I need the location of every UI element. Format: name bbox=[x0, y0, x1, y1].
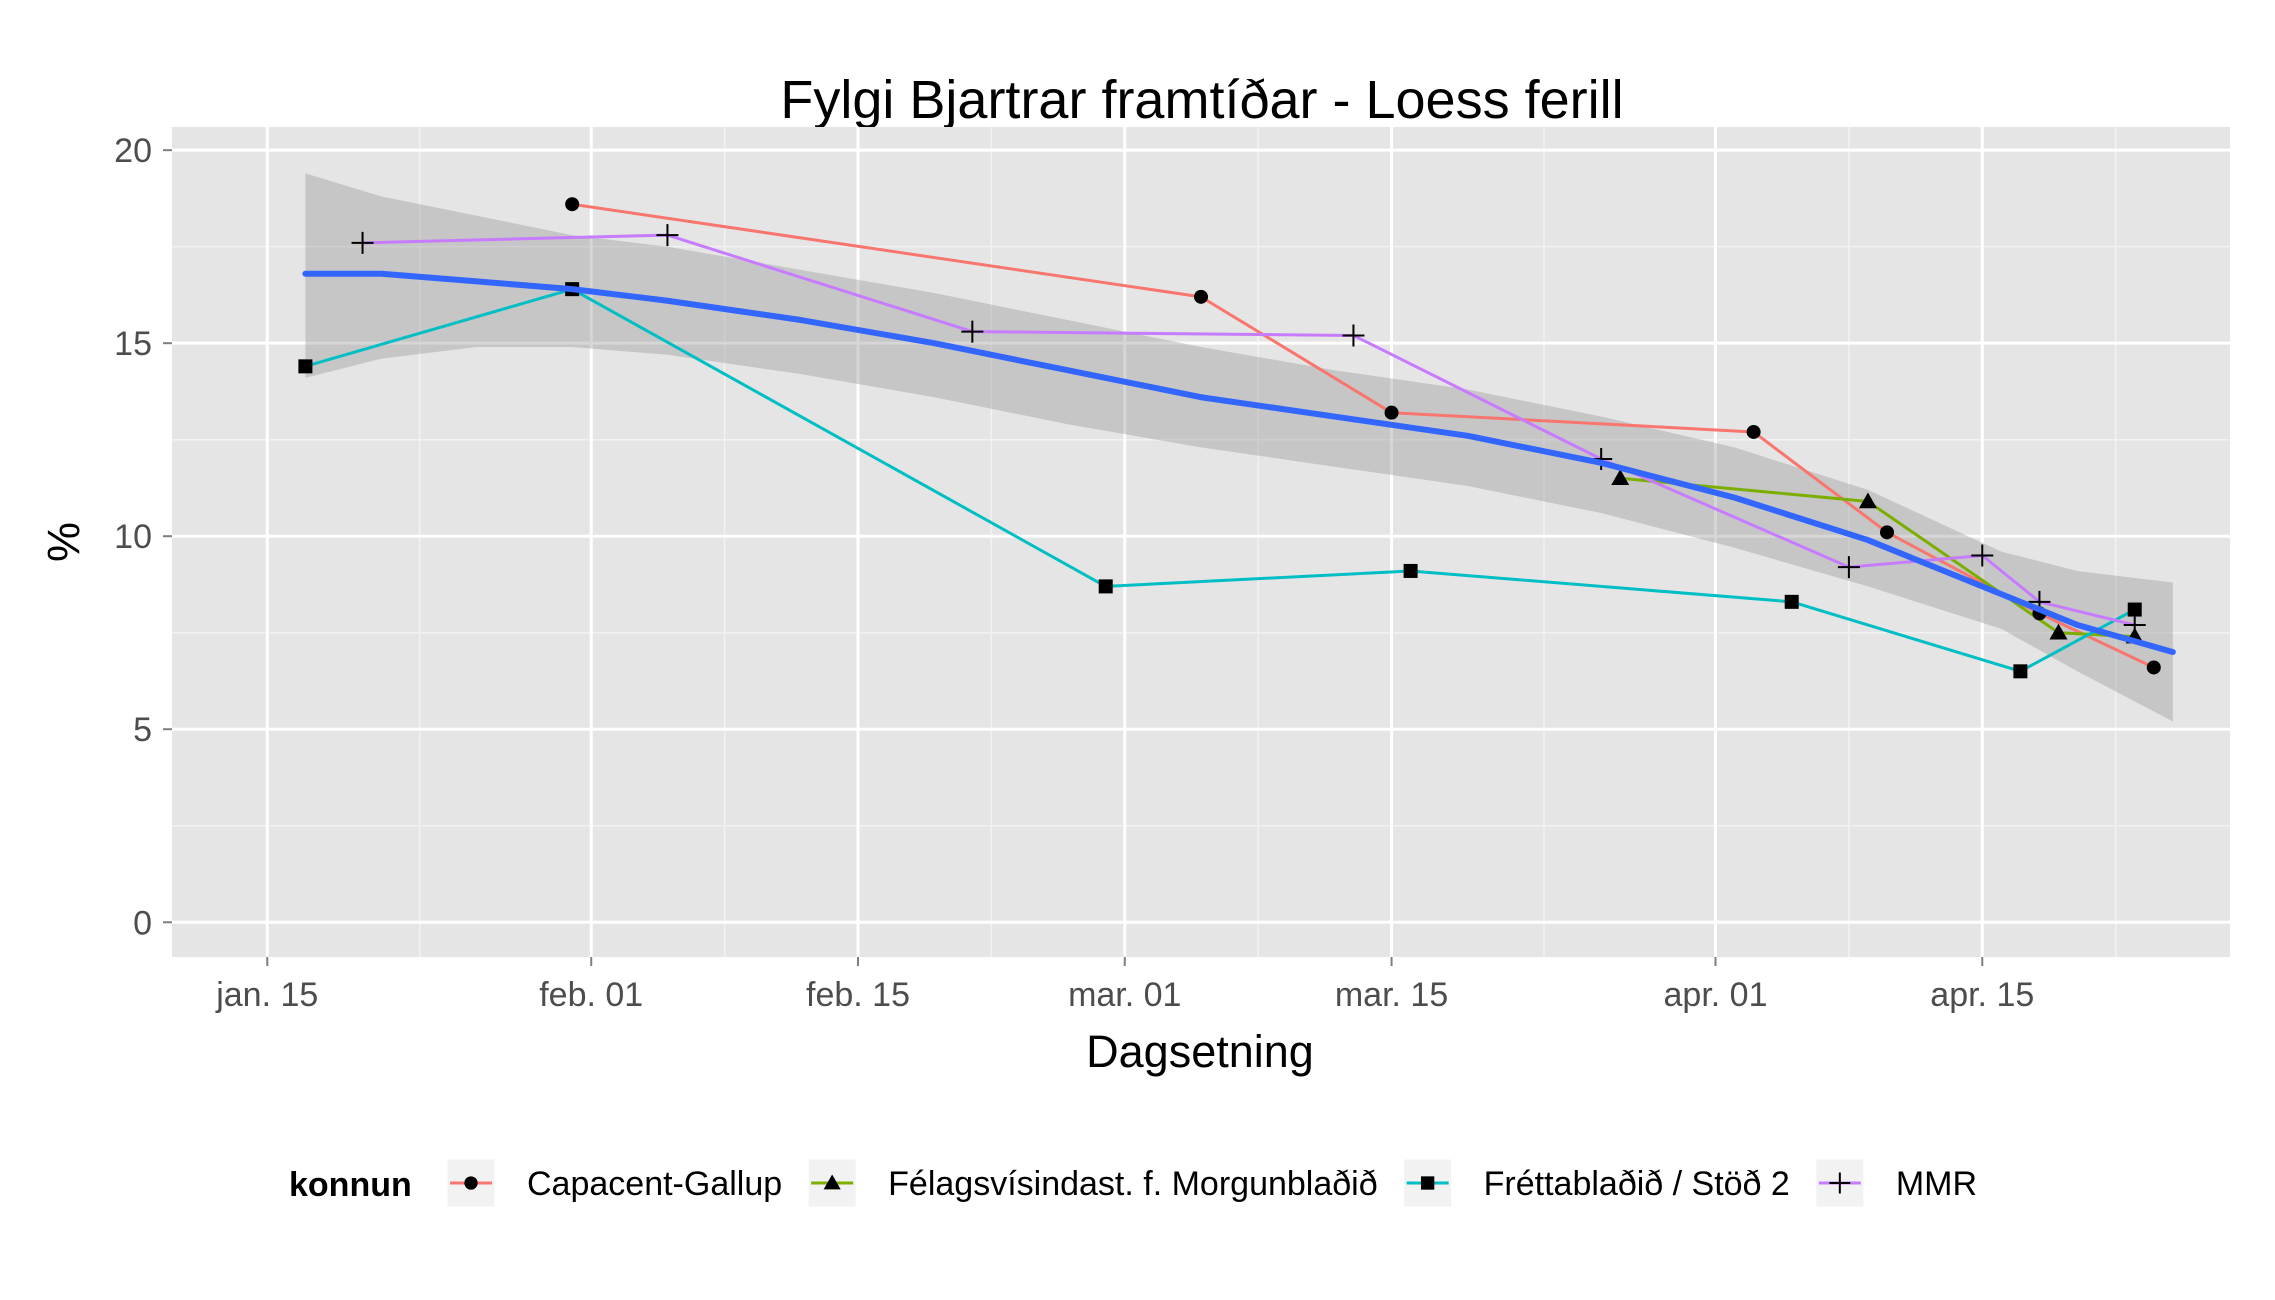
loess-confidence-band bbox=[305, 173, 2173, 722]
series-3-point bbox=[2127, 602, 2142, 617]
series-4-point bbox=[656, 224, 679, 247]
series-1-point bbox=[565, 197, 580, 212]
x-tick-label: apr. 15 bbox=[1930, 976, 2034, 1014]
series-1-point bbox=[1384, 405, 1399, 420]
series-3-point bbox=[2013, 664, 2028, 679]
series-4-point bbox=[351, 231, 374, 254]
x-tick-label: jan. 15 bbox=[215, 976, 318, 1014]
series-2-point bbox=[2049, 623, 2068, 640]
plot-panel bbox=[172, 127, 2230, 957]
x-tick-label: mar. 01 bbox=[1068, 976, 1181, 1014]
series-4-point bbox=[961, 320, 984, 343]
legend-key-marker-4 bbox=[1829, 1172, 1851, 1194]
legend-label-4: MMR bbox=[1896, 1165, 1977, 1203]
y-tick-label: 20 bbox=[114, 132, 152, 170]
y-axis: 0 5 10 15 20 bbox=[114, 132, 172, 942]
x-axis: jan. 15 feb. 01 feb. 15 mar. 01 mar. 15 apr. … bbox=[215, 957, 2034, 1014]
series-2-point bbox=[1611, 469, 1630, 486]
loess-line bbox=[302, 270, 2176, 656]
y-tick-label: 15 bbox=[114, 325, 152, 363]
y-axis-title: % bbox=[38, 522, 89, 562]
series-2-point bbox=[1858, 492, 1877, 509]
chart-title: Fylgi Bjartrar framtíðar - Loess ferill bbox=[780, 70, 1623, 130]
series-3-point bbox=[1784, 594, 1799, 609]
x-axis-title: Dagsetning bbox=[1086, 1026, 1314, 1077]
y-tick-label: 10 bbox=[114, 518, 152, 556]
smooth-line bbox=[302, 270, 2176, 656]
legend-label-2: Félagsvísindast. f. Morgunblaðið bbox=[888, 1165, 1377, 1203]
series-4-point bbox=[2123, 614, 2146, 636]
series-line-2 bbox=[1620, 476, 2135, 639]
confidence-band bbox=[305, 173, 2173, 722]
series-3-point bbox=[1098, 579, 1113, 594]
x-tick-label: apr. 01 bbox=[1664, 976, 1768, 1014]
legend-key-marker-3 bbox=[1420, 1176, 1435, 1190]
series-4-point bbox=[1971, 544, 1994, 567]
grid-major bbox=[172, 127, 2230, 957]
series-1-point bbox=[1746, 424, 1761, 439]
legend-key-marker-2 bbox=[823, 1174, 841, 1190]
x-tick-label: feb. 01 bbox=[539, 976, 643, 1014]
series-4-point bbox=[1837, 556, 1860, 579]
legend-title: konnun bbox=[289, 1166, 412, 1204]
grid-minor bbox=[172, 127, 2230, 957]
series-3-point bbox=[1403, 563, 1418, 578]
legend-label-1: Capacent-Gallup bbox=[527, 1165, 782, 1203]
x-tick-label: mar. 15 bbox=[1335, 976, 1448, 1014]
series-4-point bbox=[1342, 324, 1365, 347]
y-tick-label: 0 bbox=[133, 904, 152, 942]
legend-key-marker-1 bbox=[464, 1176, 478, 1190]
legend-items: Capacent-Gallup Félagsvísindast. f. Morgu… bbox=[446, 1158, 1977, 1208]
legend: konnun Capacent-Gallup Félagsvísindast. f… bbox=[289, 1158, 1977, 1208]
series-1-point bbox=[2146, 660, 2161, 675]
x-tick-label: feb. 15 bbox=[806, 976, 910, 1014]
series-markers bbox=[298, 197, 2161, 679]
series-1-point bbox=[1194, 289, 1208, 304]
series-3-point bbox=[298, 359, 313, 374]
legend-label-3: Fréttablaðið / Stöð 2 bbox=[1484, 1165, 1790, 1203]
y-tick-label: 5 bbox=[133, 711, 152, 749]
series-1-point bbox=[1880, 525, 1894, 540]
